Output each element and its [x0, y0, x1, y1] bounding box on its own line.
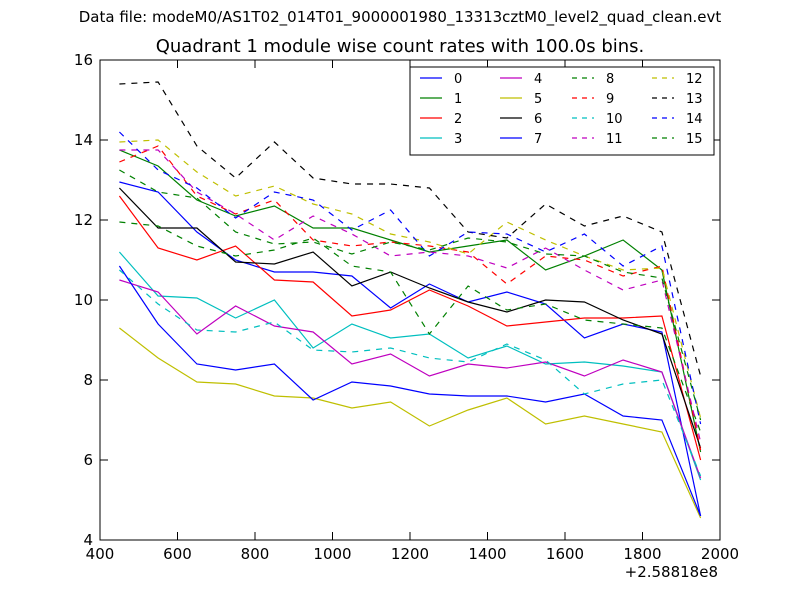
legend-label-5: 5	[534, 92, 542, 107]
legend-label-14: 14	[686, 112, 703, 127]
legend-label-9: 9	[606, 92, 614, 107]
series-line-8	[119, 221, 702, 433]
legend-label-15: 15	[686, 132, 703, 147]
legend-label-2: 2	[454, 112, 462, 127]
y-tick-label: 16	[74, 51, 93, 69]
x-tick-label: 600	[163, 545, 192, 563]
y-tick-label: 8	[83, 371, 93, 389]
legend-label-8: 8	[606, 72, 614, 87]
y-tick-label: 6	[83, 451, 93, 469]
series-line-9	[119, 145, 702, 451]
x-tick-label: 2000	[701, 545, 739, 563]
legend-label-0: 0	[454, 72, 462, 87]
y-tick-label: 10	[74, 291, 93, 309]
legend-label-11: 11	[606, 132, 623, 147]
series-line-11	[119, 149, 702, 443]
x-axis-offset-label: +2.58818e8	[625, 563, 718, 581]
x-tick-label: 1000	[313, 545, 351, 563]
legend-label-13: 13	[686, 92, 703, 107]
legend-label-1: 1	[454, 92, 462, 107]
series-layer	[118, 81, 702, 519]
x-tick-label: 1600	[546, 545, 584, 563]
series-line-6	[118, 187, 702, 449]
series-line-4	[119, 279, 702, 479]
legend-label-12: 12	[686, 72, 703, 87]
x-tick-label: 1800	[623, 545, 661, 563]
tick-layer: 400 600 800 1000 1200 1400 1600 1800 20004681012…	[74, 51, 739, 563]
legend-label-4: 4	[534, 72, 542, 87]
chart-title: Quadrant 1 module wise count rates with …	[155, 36, 645, 57]
legend-box	[409, 66, 715, 156]
series-line-0	[119, 181, 702, 517]
y-tick-label: 4	[83, 531, 93, 549]
series-line-14	[118, 131, 702, 425]
series-line-15	[119, 169, 702, 421]
x-tick-label: 800	[241, 545, 270, 563]
y-tick-label: 14	[74, 131, 93, 149]
x-tick-label: 1200	[391, 545, 429, 563]
series-line-12	[119, 139, 702, 419]
legend-label-6: 6	[534, 112, 542, 127]
series-line-13	[119, 81, 702, 377]
x-tick-label: 1400	[468, 545, 506, 563]
legend-label-3: 3	[454, 132, 462, 147]
legend-label-7: 7	[534, 132, 542, 147]
x-tick-label: 400	[86, 545, 115, 563]
series-line-2	[118, 195, 702, 461]
series-line-7	[118, 265, 702, 517]
y-tick-label: 12	[74, 211, 93, 229]
series-line-5	[119, 327, 702, 519]
series-line-3	[118, 251, 702, 481]
legend-label-10: 10	[606, 112, 623, 127]
data-file-line: Data file: modeM0/AS1T02_014T01_90000019…	[78, 8, 722, 26]
series-line-10	[119, 269, 702, 477]
